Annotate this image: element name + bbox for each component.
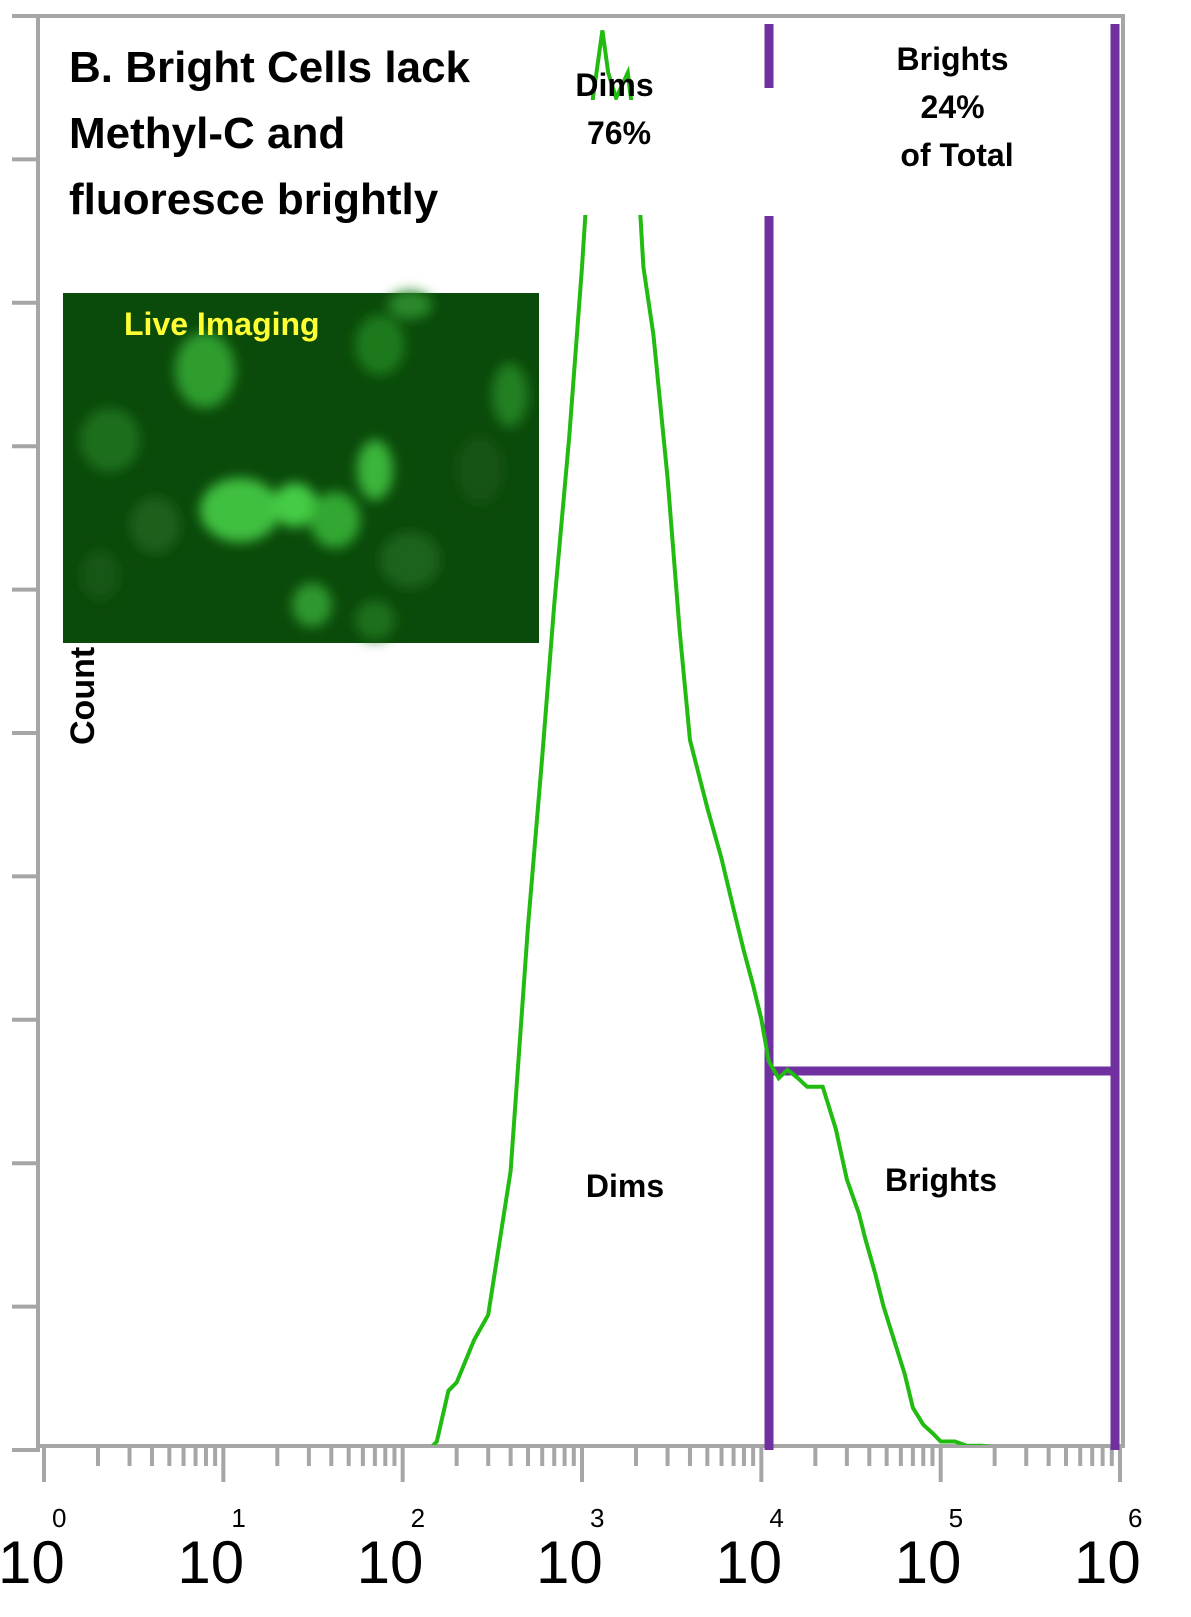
cell xyxy=(388,291,432,319)
cell xyxy=(492,363,528,427)
chart-title: B. Bright Cells lack Methyl-C and fluore… xyxy=(69,43,482,224)
cell xyxy=(355,600,395,640)
dims-top-label: Dims 76% xyxy=(575,67,662,151)
histogram-series-line xyxy=(430,30,992,1445)
peak-label-mask xyxy=(560,100,678,215)
x-tick-base: 10 xyxy=(0,1529,65,1596)
y-axis-label: Count xyxy=(64,647,102,745)
x-tick-exponent: 0 xyxy=(52,1503,66,1533)
x-axis-ticks xyxy=(42,1448,1122,1482)
x-tick-label: 103 xyxy=(536,1503,604,1596)
x-tick-base: 10 xyxy=(536,1529,603,1596)
x-tick-exponent: 6 xyxy=(1128,1503,1142,1533)
cell xyxy=(175,332,235,408)
cell xyxy=(310,492,360,548)
plot-frame xyxy=(36,14,1125,1448)
gate-markers xyxy=(764,24,1120,1450)
x-tick-base: 10 xyxy=(177,1529,244,1596)
x-tick-exponent: 3 xyxy=(590,1503,604,1533)
x-tick-label: 102 xyxy=(357,1503,425,1596)
cell xyxy=(80,408,140,472)
cell xyxy=(130,497,180,553)
x-tick-exponent: 4 xyxy=(769,1503,783,1533)
x-tick-exponent: 1 xyxy=(231,1503,245,1533)
cell xyxy=(200,478,280,542)
cell xyxy=(357,440,393,500)
dims-gate-label: Dims xyxy=(586,1168,664,1204)
chart-title-line-2: Methyl-C and xyxy=(69,109,345,158)
x-tick-label: 100 xyxy=(0,1503,66,1596)
y-axis-ticks xyxy=(12,14,40,1452)
cell xyxy=(380,532,440,588)
x-tick-exponent: 2 xyxy=(411,1503,425,1533)
brights-of-total: of Total xyxy=(900,137,1013,173)
x-tick-label: 104 xyxy=(715,1503,783,1596)
x-tick-base: 10 xyxy=(715,1529,782,1596)
cell xyxy=(456,436,504,504)
live-imaging-inset: Live Imaging xyxy=(63,291,539,643)
chart-title-line-3: fluoresce brightly xyxy=(69,175,439,224)
brights-percent: 24% xyxy=(921,89,985,125)
cell xyxy=(80,550,120,600)
x-tick-base: 10 xyxy=(1074,1529,1141,1596)
x-tick-exponent: 5 xyxy=(949,1503,963,1533)
x-tick-label: 105 xyxy=(895,1503,963,1596)
cell xyxy=(292,583,332,627)
brights-gate-label: Brights xyxy=(885,1162,997,1198)
inset-title: Live Imaging xyxy=(124,306,320,342)
inset-cells xyxy=(80,291,528,640)
brights-top-label: Brights 24% of Total xyxy=(897,41,1018,173)
dims-top-name: Dims xyxy=(575,67,653,103)
chart-title-line-1: B. Bright Cells lack xyxy=(69,43,471,92)
x-tick-base: 10 xyxy=(357,1529,424,1596)
x-tick-base: 10 xyxy=(895,1529,962,1596)
dims-percent: 76% xyxy=(587,115,651,151)
x-tick-label: 101 xyxy=(177,1503,245,1596)
cell xyxy=(273,483,317,527)
cell xyxy=(355,315,405,375)
brights-top-name: Brights xyxy=(897,41,1009,77)
x-tick-label: 106 xyxy=(1074,1503,1142,1596)
